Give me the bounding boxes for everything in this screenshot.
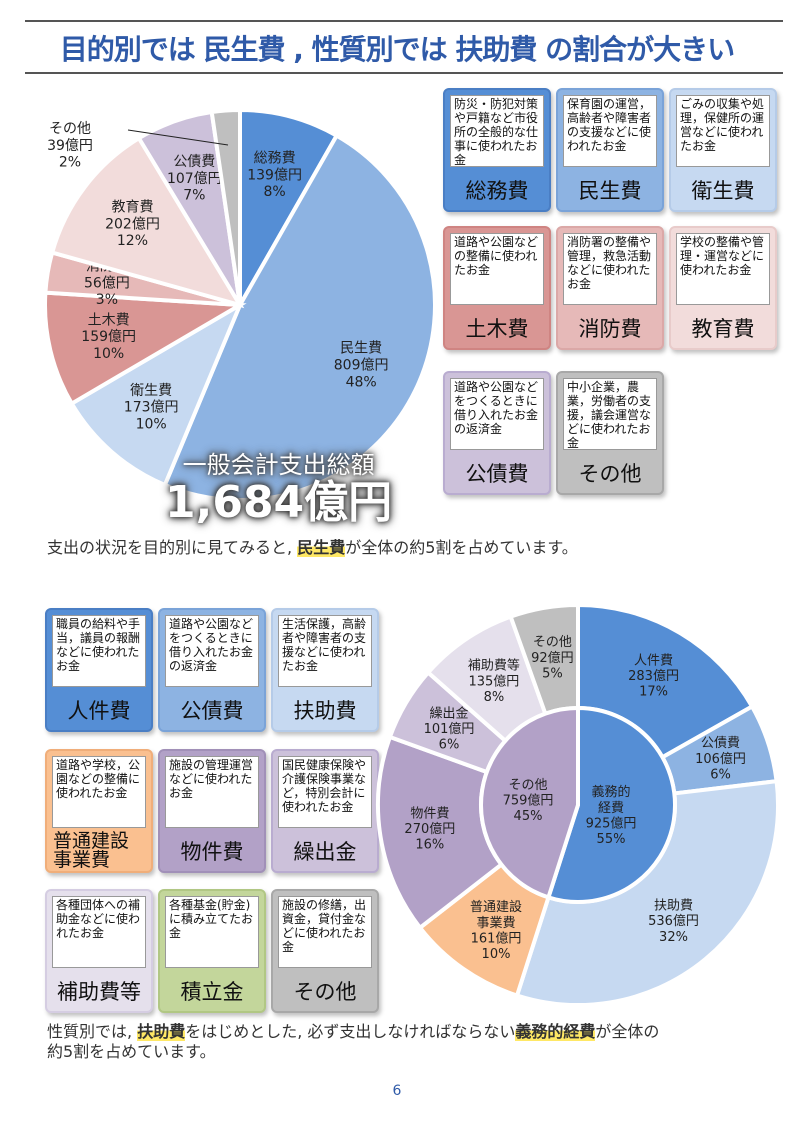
- nature-outer-label-5: 繰出金 101億円 6%: [424, 705, 475, 752]
- nature-donut-chart: 人件費 283億円 17% 公債費 106億円 6% 扶助費 536億円 32% 普通建設事業費 1…: [376, 602, 780, 1007]
- purpose-card-label: その他: [578, 462, 642, 486]
- nature-card-0: 職員の給料や手当，議員の報酬などに使われたお金人件費: [45, 608, 153, 732]
- title-rule-top: [25, 20, 783, 22]
- purpose-card-desc: 道路や公園などの整備に使われたお金: [450, 233, 544, 305]
- purpose-label-1: 民生費 809億円 48%: [334, 341, 389, 391]
- purpose-label-6: 公債費 107億円 7%: [167, 154, 222, 204]
- purpose-card-3: 道路や公園などの整備に使われたお金土木費: [443, 226, 551, 350]
- nature-outer-label-6: 補助費等 135億円 8%: [468, 658, 520, 705]
- total-label: 一般会計支出総額: [182, 451, 375, 479]
- nature-card-label: その他: [293, 980, 357, 1004]
- purpose-label-5: 教育費 202億円 12%: [105, 199, 160, 249]
- purpose-card-label: 消防費: [578, 317, 642, 341]
- purpose-label-3: 土木費 159億円 10%: [81, 312, 136, 362]
- purpose-slice-7: [209, 107, 242, 306]
- nature-card-label: 扶助費: [293, 699, 357, 723]
- page-title: 目的別では 民生費 , 性質別では 扶助費 の割合が大きい: [59, 33, 735, 66]
- nature-outer-label-3: 普通建設事業費 161億円 10%: [470, 899, 522, 962]
- nature-card-desc: 職員の給料や手当，議員の報酬などに使われたお金: [52, 615, 146, 687]
- nature-card-7: 各種基金(貯金)に積み立てたお金積立金: [158, 889, 266, 1013]
- purpose-card-label: 民生費: [578, 179, 642, 203]
- purpose-card-1: 保育園の運営，高齢者や障害者の支援などに使われたお金民生費: [556, 88, 664, 212]
- purpose-caption: 支出の状況を目的別に見てみると, 民生費が全体の約5割を占めています。: [47, 538, 578, 557]
- title-rule-bottom: [25, 72, 783, 74]
- purpose-card-desc: ごみの収集や処理，保健所の運営などに使われたお金: [676, 95, 770, 167]
- nature-card-label: 公債費: [180, 699, 244, 723]
- nature-inner-label-1: その他 759億円 45%: [503, 778, 554, 824]
- nature-card-desc: 施設の修繕，出資金，貸付金などに使われたお金: [278, 896, 372, 968]
- nature-inner-slice-1: [479, 705, 580, 900]
- nature-card-label: 普通建設 事業費: [53, 830, 130, 871]
- purpose-card-label: 公債費: [465, 462, 529, 486]
- nature-card-6: 各種団体への補助金などに使われたお金補助費等: [45, 889, 153, 1013]
- purpose-card-label: 総務費: [465, 179, 529, 203]
- nature-inner-label-0: 義務的経費 925億円 55%: [586, 784, 637, 847]
- nature-card-4: 施設の管理運営などに使われたお金物件費: [158, 749, 266, 873]
- purpose-card-label: 衛生費: [691, 179, 755, 203]
- purpose-card-desc: 中小企業，農業，労働者の支援，議会運営などに使われたお金: [563, 378, 657, 450]
- nature-outer-label-0: 人件費 283億円 17%: [628, 653, 679, 699]
- nature-card-3: 道路や学校，公園などの整備に使われたお金 普通建設 事業費: [45, 749, 153, 873]
- leader-line: [127, 129, 229, 146]
- purpose-card-4: 消防署の整備や管理，救急活動などに使われたお金消防費: [556, 226, 664, 350]
- purpose-slice-2: [68, 300, 245, 488]
- nature-card-desc: 生活保護，高齢者や障害者の支援などに使われたお金: [278, 615, 372, 687]
- highlight-fujo: 扶助費: [137, 1022, 186, 1041]
- nature-card-label: 補助費等: [57, 980, 141, 1004]
- nature-card-desc: 各種基金(貯金)に積み立てたお金: [165, 896, 259, 968]
- purpose-slice-5: [49, 135, 245, 309]
- nature-outer-label-4: 物件費 270億円 16%: [404, 806, 455, 852]
- purpose-card-desc: 保育園の運営，高齢者や障害者の支援などに使われたお金: [563, 95, 657, 167]
- nature-card-desc: 道路や公園などをつくるときに借り入れたお金の返済金: [165, 615, 259, 687]
- purpose-card-6: 道路や公園などをつくるときに借り入れたお金の返済金公債費: [443, 371, 551, 495]
- purpose-pie-chart: 総務費 139億円 8% 民生費 809億円 48% 衛生費 173億円 10% 土木費 159億円…: [43, 107, 437, 502]
- purpose-card-0: 防災・防犯対策や戸籍など市役所の全般的な仕事に使われたお金総務費: [443, 88, 551, 212]
- purpose-card-label: 教育費: [691, 317, 755, 341]
- purpose-slice-3: [43, 290, 247, 407]
- nature-outer-label-2: 扶助費 536億円 32%: [648, 899, 699, 945]
- purpose-card-desc: 防災・防犯対策や戸籍など市役所の全般的な仕事に使われたお金: [450, 95, 544, 167]
- nature-card-desc: 国民健康保険や介護保険事業など，特別会計に使われたお金: [278, 756, 372, 828]
- nature-outer-label-7: その他 92億円 5%: [531, 635, 574, 681]
- purpose-card-7: 中小企業，農業，労働者の支援，議会運営などに使われたお金その他: [556, 371, 664, 495]
- nature-card-desc: 道路や学校，公園などの整備に使われたお金: [52, 756, 146, 828]
- total-expenditure: 一般会計支出総額 1,684億円: [165, 445, 392, 526]
- highlight-minsei: 民生費: [297, 538, 346, 557]
- purpose-card-label: 土木費: [465, 317, 529, 341]
- nature-card-2: 生活保護，高齢者や障害者の支援などに使われたお金扶助費: [271, 608, 379, 732]
- nature-card-8: 施設の修繕，出資金，貸付金などに使われたお金その他: [271, 889, 379, 1013]
- nature-card-label: 人件費: [67, 699, 131, 723]
- purpose-label-2: 衛生費 173億円 10%: [124, 383, 179, 433]
- nature-outer-label-1: 公債費 106億円 6%: [695, 736, 746, 782]
- nature-card-1: 道路や公園などをつくるときに借り入れたお金の返済金公債費: [158, 608, 266, 732]
- nature-card-desc: 各種団体への補助金などに使われたお金: [52, 896, 146, 968]
- nature-card-label: 物件費: [180, 840, 244, 864]
- purpose-card-desc: 消防署の整備や管理，救急活動などに使われたお金: [563, 233, 657, 305]
- nature-card-label: 繰出金: [293, 840, 357, 864]
- purpose-card-desc: 道路や公園などをつくるときに借り入れたお金の返済金: [450, 378, 544, 450]
- purpose-slice-1: [162, 132, 437, 502]
- purpose-label-7: その他 39億円 2%: [47, 121, 93, 171]
- nature-caption: 性質別では, 扶助費をはじめとした, 必ず支出しなければならない義務的経費が全体…: [47, 1022, 660, 1061]
- nature-card-desc: 施設の管理運営などに使われたお金: [165, 756, 259, 828]
- purpose-card-2: ごみの収集や処理，保健所の運営などに使われたお金衛生費: [669, 88, 777, 212]
- purpose-label-0: 総務費 139億円 8%: [247, 151, 302, 201]
- purpose-card-desc: 学校の整備や管理・運営などに使われたお金: [676, 233, 770, 305]
- nature-card-label: 積立金: [180, 980, 244, 1004]
- nature-inner-slice-0: [545, 705, 677, 904]
- total-value: 1,684億円: [165, 477, 393, 528]
- nature-card-5: 国民健康保険や介護保険事業など，特別会計に使われたお金繰出金: [271, 749, 379, 873]
- highlight-gimu: 義務的経費: [515, 1022, 596, 1041]
- page-number: 6: [392, 1083, 402, 1099]
- purpose-card-5: 学校の整備や管理・運営などに使われたお金教育費: [669, 226, 777, 350]
